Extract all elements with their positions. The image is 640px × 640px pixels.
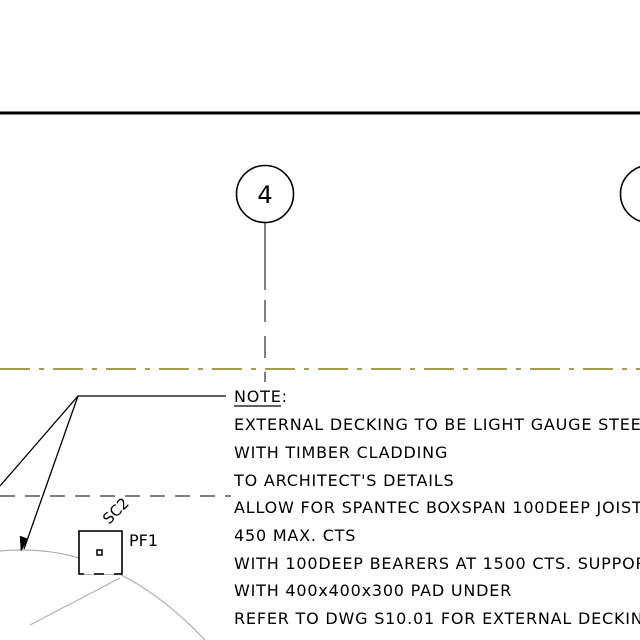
note-line: REFER TO DWG S10.01 FOR EXTERNAL DECKING [234, 609, 640, 628]
grid-bubble-4-label: 4 [257, 181, 272, 209]
column-marker [96, 549, 103, 556]
grid-bubble-partial [619, 166, 640, 222]
column-tag: SC2 [99, 494, 133, 528]
note-line: TO ARCHITECT'S DETAILS [233, 471, 454, 490]
leader-arrowhead [19, 535, 29, 552]
note-line: WITH 400x400x300 PAD UNDER [234, 581, 512, 600]
leader-arrow-line [23, 395, 79, 550]
note-line: EXTERNAL DECKING TO BE LIGHT GAUGE STEEL [234, 415, 640, 434]
note-line: WITH 100DEEP BEARERS AT 1500 CTS. SUPPOR [234, 554, 640, 573]
leader-line [0, 395, 226, 487]
note-line: WITH TIMBER CLADDING [234, 443, 448, 462]
note-line: ALLOW FOR SPANTEC BOXSPAN 100DEEP JOIST [234, 498, 640, 517]
note-line: 450 MAX. CTS [234, 526, 356, 545]
grid-bubble-4: 4 [235, 164, 295, 224]
note-heading: NOTE: [234, 387, 288, 406]
footing-tag: PF1 [129, 531, 158, 550]
note-block: NOTE: EXTERNAL DECKING TO BE LIGHT GAUGE… [231, 382, 640, 640]
construction-line [29, 577, 121, 626]
pad-footing [78, 530, 123, 575]
